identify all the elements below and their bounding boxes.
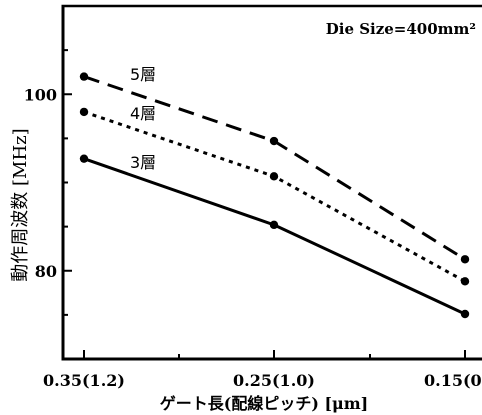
series-name-label: 3層: [130, 153, 156, 172]
data-point: [460, 309, 470, 319]
series-lines: [79, 72, 470, 319]
annotation-die-size: Die Size=400mm²: [326, 20, 476, 38]
data-point: [79, 72, 89, 81]
axes: [61, 4, 482, 361]
data-point: [269, 136, 279, 146]
data-point: [269, 172, 279, 181]
data-point: [79, 154, 89, 163]
data-point: [460, 255, 470, 264]
series-line: [83, 157, 466, 316]
data-point: [269, 220, 279, 230]
x-axis-label: ゲート長(配線ピッチ) [μm]: [160, 394, 369, 413]
y-axis-label: 動作周波数 [MHz]: [10, 128, 31, 281]
data-point: [79, 107, 89, 117]
labels: 5層 4層 3層 Die Size=400mm² ゲート長(配線ピッチ) [μm] 動作周…: [10, 20, 476, 413]
data-point: [460, 277, 470, 286]
series-name-label: 4層: [130, 104, 156, 123]
y-tick-label: 80: [35, 262, 57, 281]
x-tick-label: 0.25(1.0): [233, 371, 315, 390]
x-tick-label: 0.35(1.2): [43, 371, 125, 390]
x-tick-label: 0.15(0.8): [424, 371, 482, 390]
series-name-label: 5層: [130, 65, 156, 84]
y-tick-label: 100: [24, 85, 57, 104]
ticks: 80 100 0.35(1.2) 0.25(1.0) 0.15(0.8): [24, 5, 482, 390]
